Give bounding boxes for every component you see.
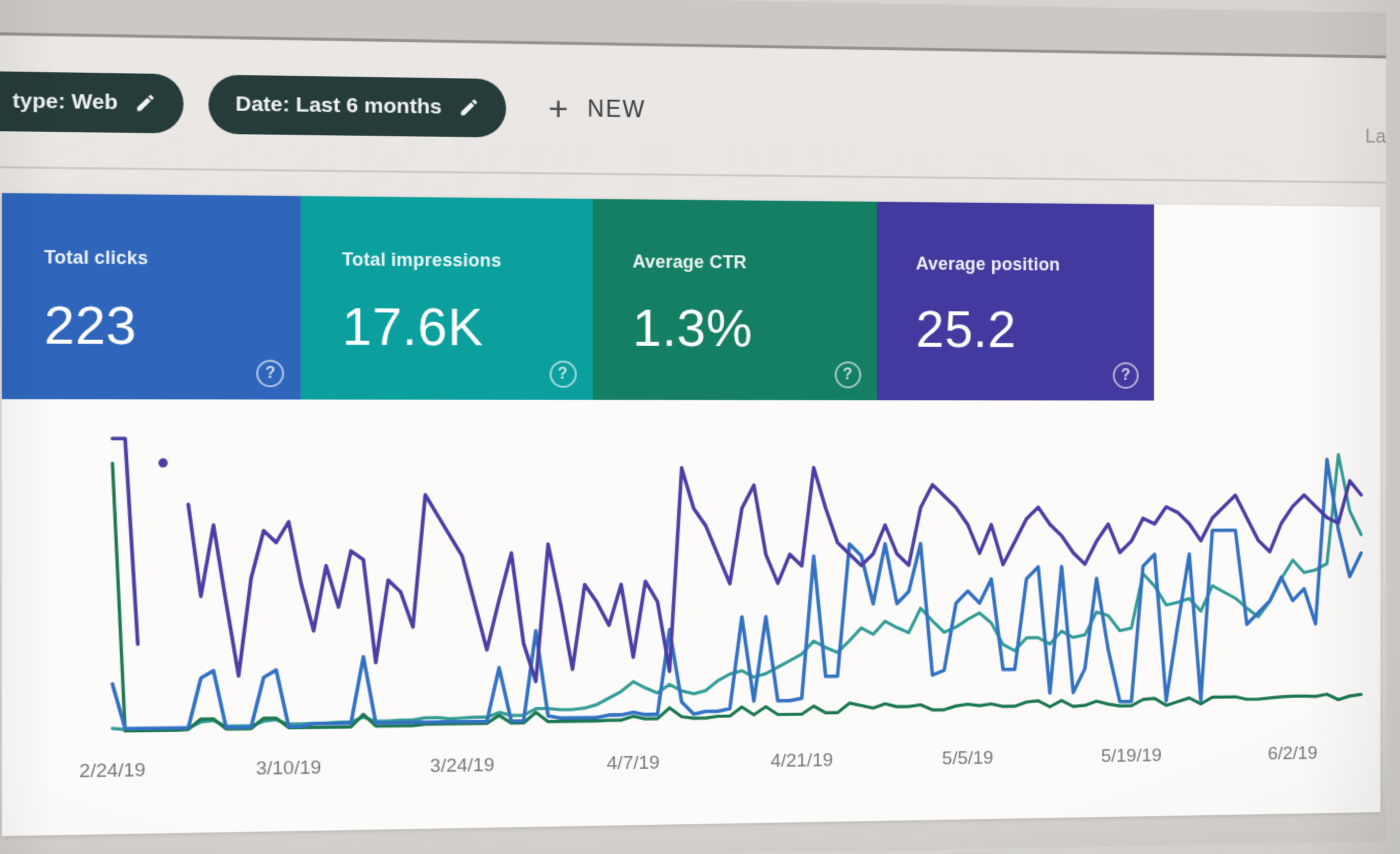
photographed-screen: type: Web Date: Last 6 months + NEW La [0,0,1400,854]
date-range-chip-label: Date: Last 6 months [235,92,441,119]
help-icon[interactable]: ? [549,361,576,388]
search-type-chip[interactable]: type: Web [0,69,183,133]
metric-card-average-ctr[interactable]: Average CTR 1.3% ? [592,199,876,400]
new-filter-label: NEW [587,95,645,123]
metric-card-total-impressions[interactable]: Total impressions 17.6K ? [301,196,593,400]
metric-card-label: Total clicks [44,247,301,270]
edit-icon[interactable] [134,92,156,114]
help-icon[interactable]: ? [1113,362,1139,389]
search-type-chip-label: type: Web [12,89,117,115]
plus-icon: + [548,91,568,125]
metric-card-average-position[interactable]: Average position 25.2 ? [877,202,1154,401]
performance-panel: Total clicks 223 ? Total impressions 17.… [2,193,1381,836]
metric-cards-row: Total clicks 223 ? Total impressions 17.… [2,193,1154,400]
metric-card-total-clicks[interactable]: Total clicks 223 ? [2,193,301,399]
search-console-ui: type: Web Date: Last 6 months + NEW La [0,0,1386,854]
edit-icon[interactable] [458,97,479,119]
metric-card-label: Total impressions [342,249,592,272]
clipped-right-text: La [1365,126,1386,149]
metric-card-value: 25.2 [916,300,1154,360]
help-icon[interactable]: ? [256,360,284,388]
metric-card-value: 223 [44,295,301,357]
help-icon[interactable]: ? [834,361,861,388]
metric-card-label: Average position [916,254,1154,276]
new-filter-button[interactable]: + NEW [548,91,646,127]
metric-card-value: 17.6K [342,297,592,359]
metric-card-label: Average CTR [633,251,877,274]
date-range-chip[interactable]: Date: Last 6 months [208,74,505,137]
filter-toolbar: type: Web Date: Last 6 months + NEW La [0,35,1386,182]
metric-card-value: 1.3% [633,299,877,360]
